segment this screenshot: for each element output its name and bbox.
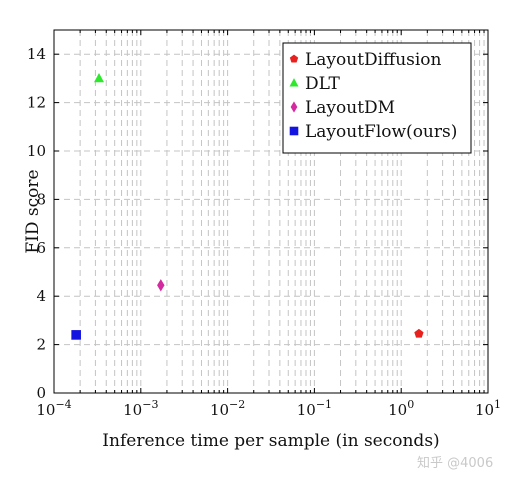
legend-marker bbox=[289, 126, 299, 136]
y-tick-labels: 0 2 4 6 8 10 12 14 bbox=[27, 45, 46, 402]
legend-label: LayoutDM bbox=[305, 98, 395, 118]
x-tick-exp: −2 bbox=[229, 398, 245, 411]
x-tick-base: 10 bbox=[475, 401, 494, 419]
x-tick-base: 10 bbox=[123, 401, 142, 419]
y-axis-title: FID score bbox=[23, 169, 43, 253]
legend-marker bbox=[289, 54, 299, 63]
x-tick-label: 101 bbox=[475, 398, 501, 419]
watermark: 知乎 @4006 bbox=[417, 456, 494, 471]
x-tick-base: 10 bbox=[36, 401, 55, 419]
legend-label: DLT bbox=[305, 74, 341, 94]
data-point bbox=[71, 330, 81, 340]
x-tick-label: 10−4 bbox=[36, 398, 71, 419]
x-tick-exp: 1 bbox=[494, 398, 501, 411]
legend-box bbox=[282, 42, 472, 154]
x-tick-label: 10−2 bbox=[210, 398, 245, 419]
legend-marker bbox=[289, 78, 299, 87]
x-tick-base: 10 bbox=[210, 401, 229, 419]
y-tick-label: 2 bbox=[36, 336, 46, 354]
legend-label: LayoutDiffusion bbox=[305, 50, 442, 70]
x-tick-exp: 0 bbox=[407, 398, 414, 411]
legend-marker bbox=[290, 101, 298, 113]
data-point bbox=[414, 328, 424, 338]
x-tick-exp: −3 bbox=[142, 398, 158, 411]
x-tick-base: 10 bbox=[388, 401, 407, 419]
y-tick-label: 4 bbox=[36, 287, 46, 305]
legend-label: LayoutFlow(ours) bbox=[305, 122, 457, 142]
data-points bbox=[71, 73, 424, 340]
x-axis-title: Inference time per sample (in seconds) bbox=[102, 431, 439, 451]
data-point bbox=[94, 73, 105, 83]
x-tick-base: 10 bbox=[297, 401, 316, 419]
grid bbox=[54, 30, 488, 393]
plot-frame bbox=[53, 29, 489, 394]
x-tick-exp: −1 bbox=[316, 398, 332, 411]
y-tick-label: 10 bbox=[27, 142, 46, 160]
x-tick-label: 10−3 bbox=[123, 398, 158, 419]
ticks bbox=[53, 30, 488, 394]
y-tick-label: 12 bbox=[27, 94, 46, 112]
y-tick-label: 14 bbox=[27, 45, 46, 63]
y-tick-label: 6 bbox=[36, 239, 46, 257]
x-tick-label: 100 bbox=[388, 398, 414, 419]
x-tick-exp: −4 bbox=[55, 398, 71, 411]
data-point bbox=[157, 279, 165, 292]
x-tick-label: 10−1 bbox=[297, 398, 332, 419]
x-tick-labels: 10−4 10−3 10−2 10−1 100 101 bbox=[36, 398, 501, 419]
legend: LayoutDiffusion DLT LayoutDM LayoutFlow(our… bbox=[282, 42, 472, 154]
y-tick-label: 0 bbox=[36, 384, 46, 402]
y-tick-label: 8 bbox=[36, 190, 46, 208]
